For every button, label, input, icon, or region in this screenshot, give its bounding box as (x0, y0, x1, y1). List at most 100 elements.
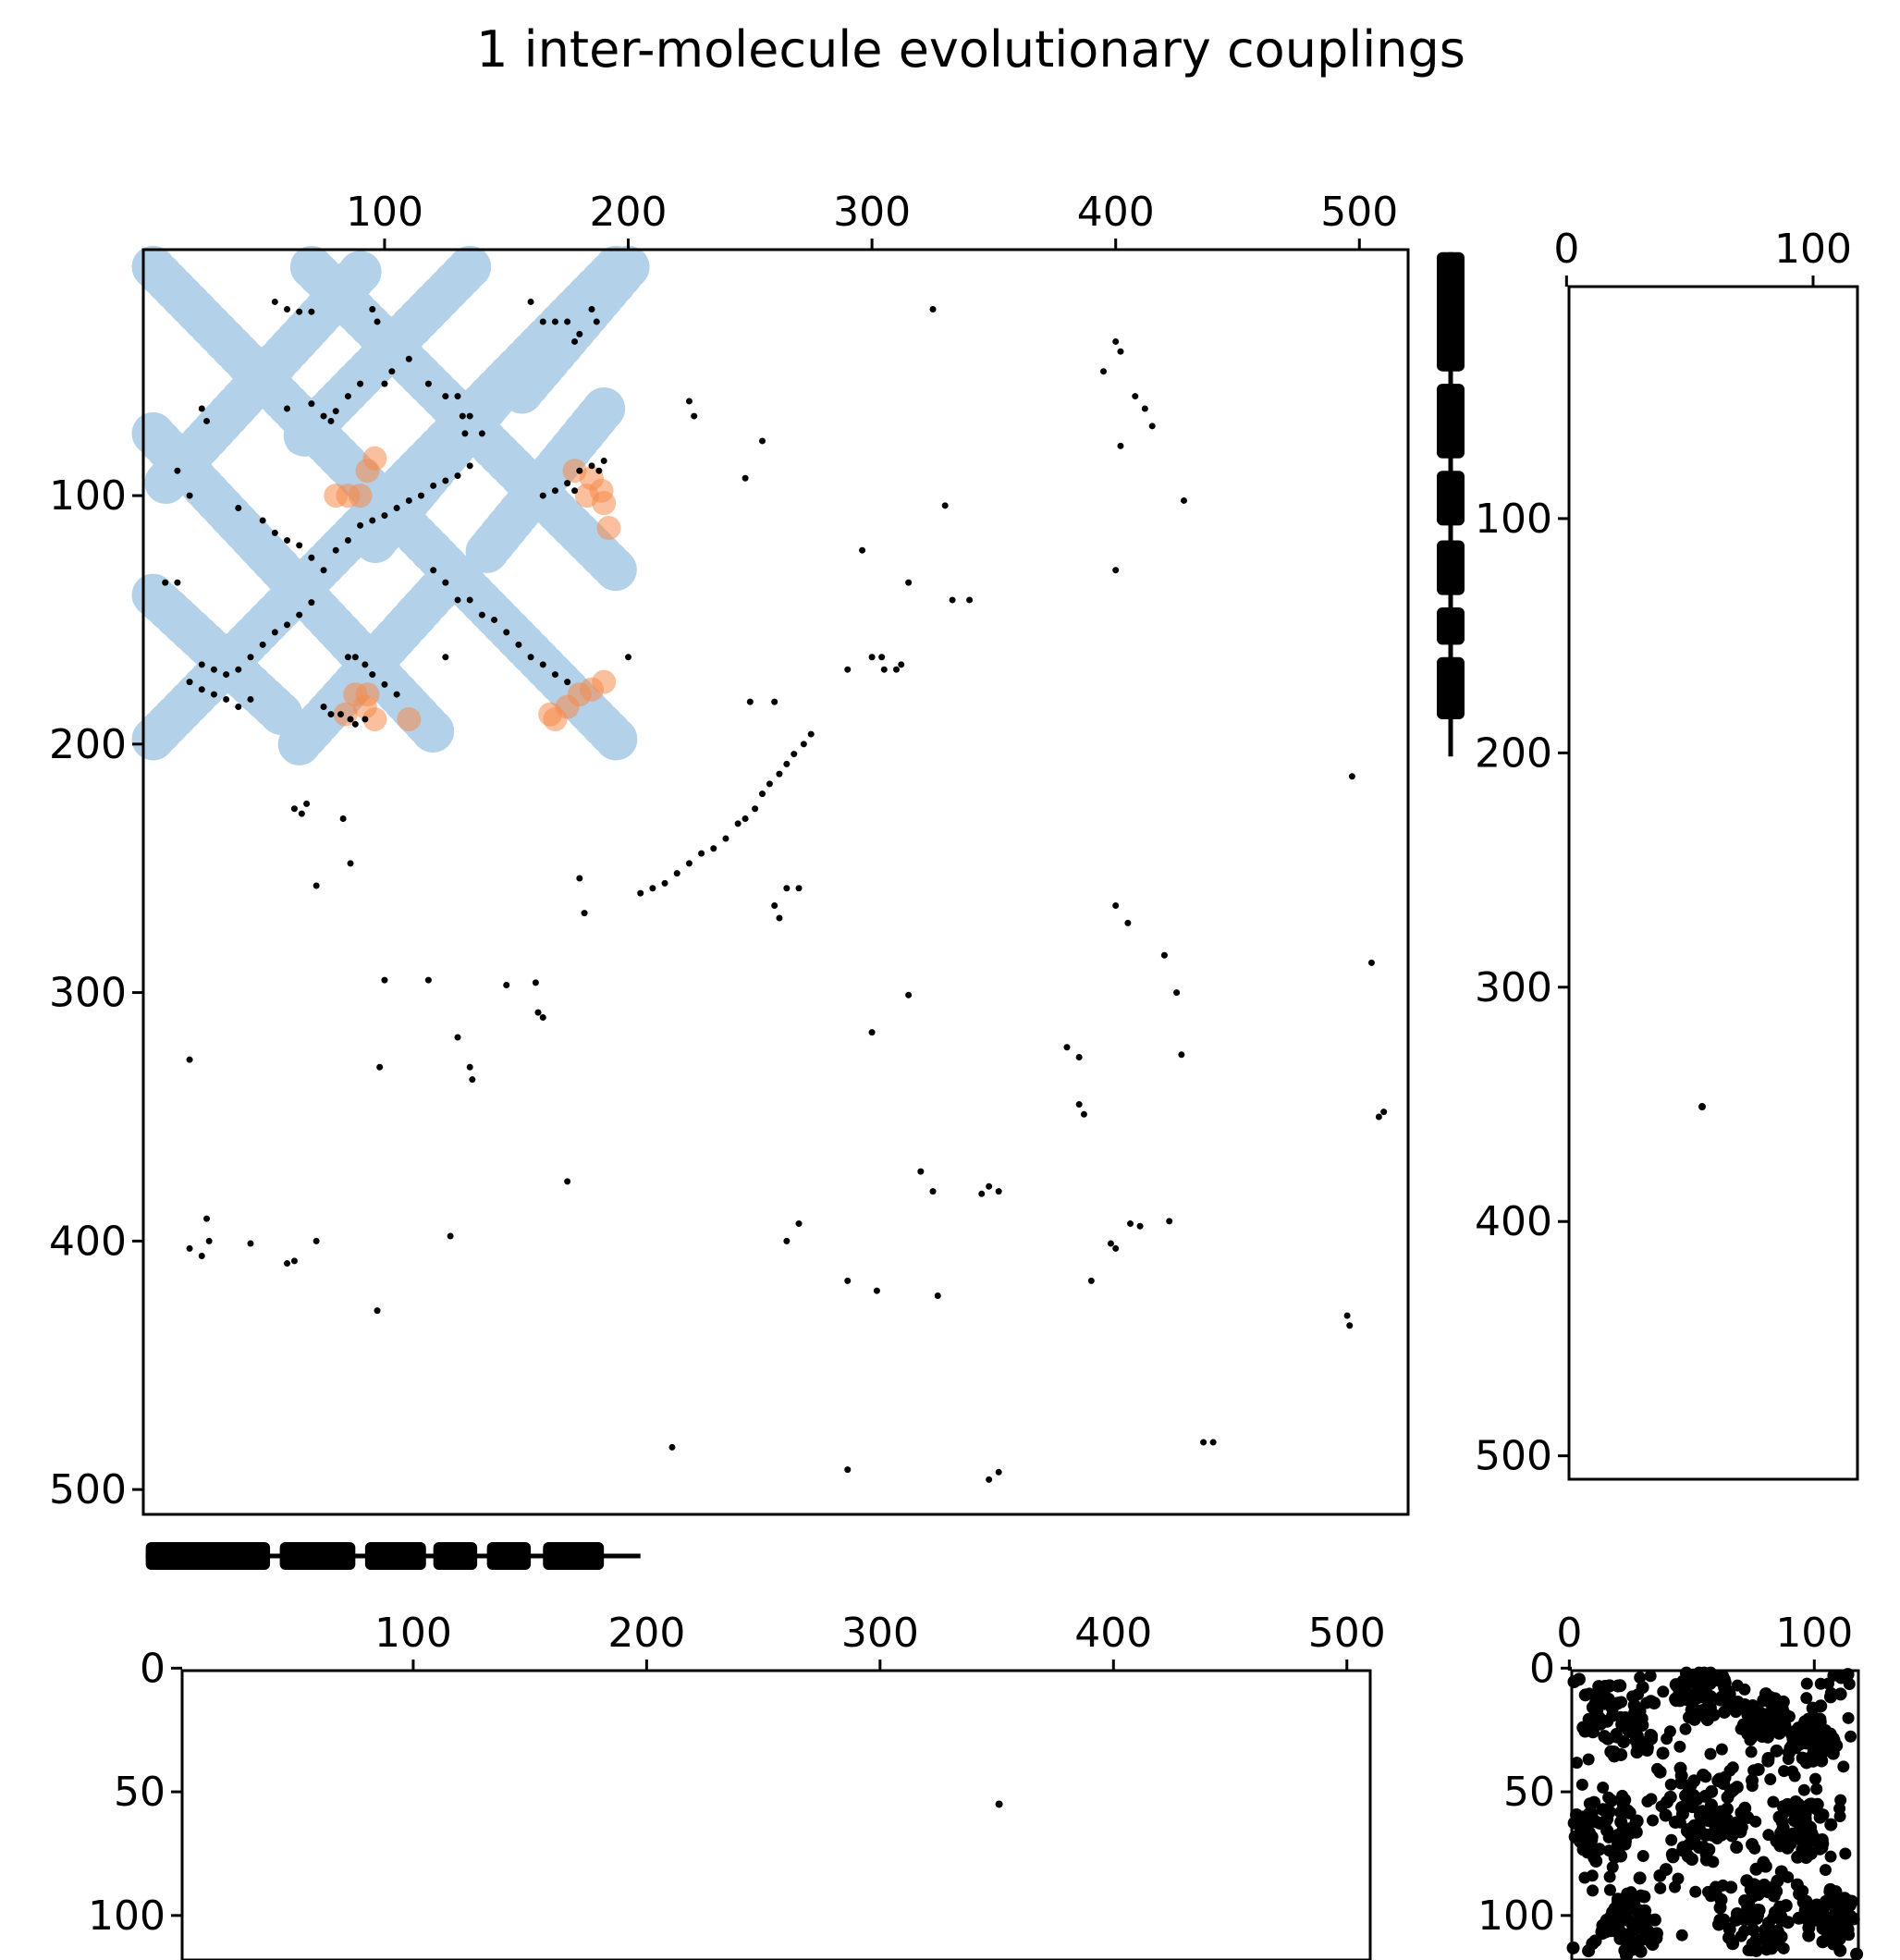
corner-point (1820, 1930, 1833, 1943)
ec-point (466, 596, 473, 604)
corner-point (1823, 1882, 1837, 1896)
corner-point (1786, 1827, 1800, 1841)
corner-point (1715, 1743, 1728, 1756)
ec-point (344, 654, 351, 661)
corner-point (1746, 1780, 1759, 1793)
ec-point (986, 1182, 993, 1190)
ec-point (271, 298, 278, 305)
corner-point (1629, 1937, 1643, 1951)
ec-point (320, 567, 327, 574)
ec-point (1173, 989, 1181, 997)
corner-point (1747, 1878, 1761, 1892)
corner-point (1750, 1911, 1764, 1925)
ec-point (503, 982, 510, 989)
corner-point (1774, 1810, 1788, 1824)
right-y-tick-label: 200 (1475, 729, 1552, 777)
ec-point (873, 1287, 880, 1294)
ec-point (551, 487, 558, 495)
ec-point (198, 1252, 205, 1259)
ec-point (795, 1220, 803, 1228)
monomer-contact-band-core (285, 252, 484, 455)
corner-point (1603, 1883, 1616, 1896)
corner-point (1629, 1825, 1643, 1839)
corner-point (1835, 1905, 1849, 1919)
ec-point (259, 517, 266, 524)
ec-point (478, 430, 485, 437)
corner-point (1615, 1696, 1628, 1709)
ec-point (551, 318, 558, 325)
ss-helix-segment (1437, 607, 1465, 645)
corner-point (1664, 1778, 1677, 1791)
corner-point (1570, 1757, 1583, 1770)
corner-point (1644, 1670, 1657, 1683)
corner-point (1816, 1837, 1830, 1851)
ec-point (320, 412, 327, 420)
ec-point (783, 885, 791, 892)
corner-point (1629, 1816, 1643, 1830)
corner-point (1760, 1724, 1773, 1737)
corner-point (1705, 1709, 1718, 1722)
ec-point (469, 1076, 476, 1084)
ss-helix-segment (486, 1542, 532, 1570)
corner-point (1784, 1837, 1797, 1851)
ec-point (442, 579, 449, 586)
corner-point (1634, 1918, 1647, 1931)
corner-point (1782, 1753, 1795, 1766)
ec-point (527, 654, 534, 661)
ec-point (892, 666, 900, 673)
ec-point (625, 654, 632, 661)
monomer-contact-band-core (504, 252, 643, 410)
ec-point (198, 661, 205, 668)
ec-point (381, 512, 388, 520)
corner-point (1602, 1831, 1615, 1844)
corner-point (1767, 1795, 1780, 1808)
ec-point (571, 337, 579, 345)
right-y-tick-label: 500 (1475, 1433, 1552, 1480)
ec-point (357, 521, 364, 529)
ec-point (308, 308, 315, 315)
corner-point (1800, 1677, 1813, 1690)
main-y-tick-label: 400 (49, 1218, 127, 1265)
ec-point (1166, 1218, 1173, 1225)
corner-point (1814, 1677, 1827, 1690)
main-x-tick-label: 400 (1077, 189, 1155, 236)
ss-helix-segment (145, 1542, 271, 1570)
bottom-side-points (995, 1800, 1003, 1808)
bottom-x-tick-label: 400 (1074, 1610, 1152, 1657)
right-y-tick-label: 400 (1475, 1198, 1552, 1245)
ec-point (1075, 1053, 1083, 1060)
complex-contact-point (592, 669, 617, 694)
corner-point (1744, 1733, 1757, 1746)
corner-point (1602, 1791, 1615, 1804)
ec-point (205, 1237, 213, 1244)
ec-point (454, 472, 461, 480)
ec-point (722, 835, 729, 842)
corner-point (1730, 1841, 1744, 1855)
ec-point (344, 393, 351, 400)
ec-point (247, 654, 254, 661)
right-axis-ticks: 0 100 100 200 300 400 500 (1475, 226, 1852, 1480)
corner-point (1614, 1815, 1628, 1829)
corner-point (1726, 1937, 1740, 1951)
corner-point (1748, 1842, 1761, 1855)
ec-point (186, 679, 193, 686)
ec-point (595, 467, 603, 474)
ss-helix-segment (279, 1542, 356, 1570)
ec-point (1367, 959, 1375, 966)
ec-point (284, 405, 291, 412)
ec-point (381, 976, 388, 984)
ec-point (800, 741, 807, 748)
ec-point (430, 482, 437, 489)
ec-point (308, 400, 315, 408)
corner-point (1764, 1773, 1777, 1786)
corner-point (1704, 1747, 1717, 1760)
ec-point (564, 1178, 571, 1185)
corner-point (1827, 1669, 1840, 1682)
ec-point (685, 860, 693, 867)
ec-point (1107, 1240, 1114, 1247)
corner-point (1566, 1941, 1580, 1954)
main-axis-ticks: 100 200 300 400 500 100 200 300 400 500 (49, 189, 1398, 1513)
ec-point (203, 417, 211, 424)
corner-point (1670, 1815, 1683, 1828)
